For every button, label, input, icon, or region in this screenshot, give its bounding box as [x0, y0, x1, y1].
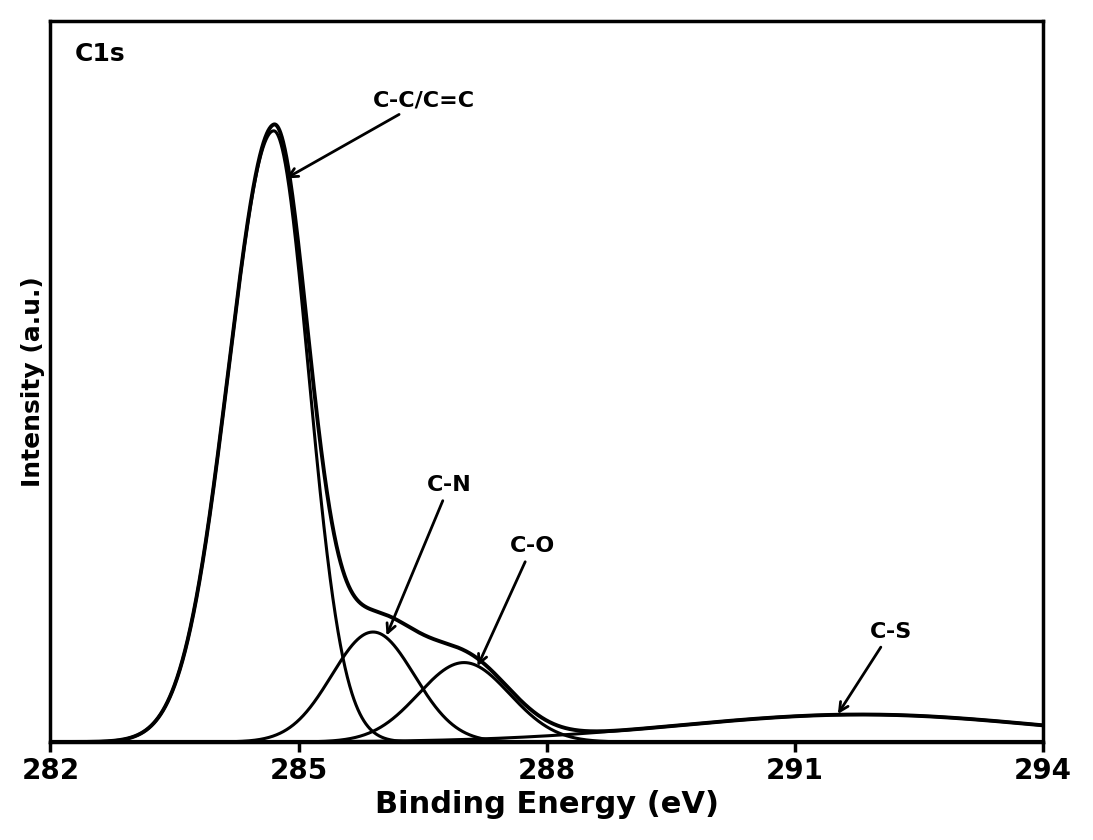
- Text: C-S: C-S: [839, 622, 912, 711]
- Text: C-O: C-O: [479, 537, 555, 664]
- Text: C1s: C1s: [75, 43, 126, 66]
- Text: C-C/C=C: C-C/C=C: [289, 90, 475, 177]
- Y-axis label: Intensity (a.u.): Intensity (a.u.): [21, 276, 45, 487]
- X-axis label: Binding Energy (eV): Binding Energy (eV): [375, 790, 719, 819]
- Text: C-N: C-N: [387, 475, 471, 633]
